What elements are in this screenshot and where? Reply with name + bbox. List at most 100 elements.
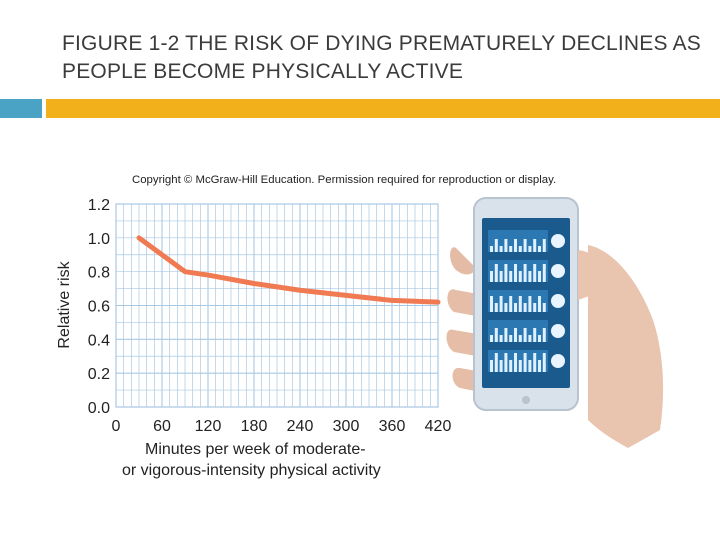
- activity-bar: [518, 360, 522, 372]
- finger-2: [446, 329, 478, 356]
- activity-bar: [499, 296, 503, 312]
- hand-overlap: [578, 250, 607, 300]
- activity-bar: [523, 303, 527, 312]
- phone-activity-row: [488, 350, 565, 372]
- x-axis-label-line: or vigorous-intensity physical activity: [122, 462, 381, 479]
- phone-activity-row: [488, 320, 565, 342]
- y-tick-label: 0.8: [88, 265, 110, 282]
- activity-bar: [518, 296, 522, 312]
- activity-bar: [538, 246, 541, 252]
- activity-bar: [514, 239, 517, 252]
- activity-bar: [504, 303, 508, 312]
- activity-chart-bg: [488, 350, 548, 372]
- activity-bar: [499, 271, 503, 282]
- activity-bar: [494, 303, 498, 312]
- activity-bar: [538, 360, 541, 372]
- x-tick-label: 0: [112, 418, 121, 435]
- activity-bar: [523, 239, 527, 252]
- activity-bar: [504, 239, 508, 252]
- activity-bar: [518, 335, 522, 342]
- x-tick-label: 180: [241, 418, 268, 435]
- y-tick-label: 1.0: [88, 231, 110, 248]
- y-tick-label: 0.2: [88, 366, 110, 383]
- activity-bar: [518, 271, 522, 282]
- footprints-icon: [551, 264, 565, 278]
- activity-bar: [514, 303, 517, 312]
- activity-bar: [514, 328, 517, 342]
- y-tick-label: 1.2: [88, 197, 110, 214]
- activity-bar: [509, 296, 513, 312]
- activity-bar: [504, 328, 508, 342]
- finger-1: [447, 289, 478, 316]
- activity-chart-bg: [488, 260, 548, 282]
- slide-title: FIGURE 1-2 THE RISK OF DYING PREMATURELY…: [62, 30, 702, 86]
- activity-bar: [494, 264, 498, 282]
- hand-palm: [588, 245, 664, 448]
- phone-activity-row: [488, 230, 565, 252]
- x-tick-label: 360: [379, 418, 406, 435]
- phone-in-hand-image: [446, 197, 664, 448]
- copyright-notice: Copyright © McGraw-Hill Education. Permi…: [132, 174, 557, 186]
- figure-run-icon: [551, 294, 565, 308]
- activity-chart-bg: [488, 290, 548, 312]
- accent-bar-gold: [46, 99, 720, 118]
- activity-bar: [542, 239, 546, 252]
- activity-bar: [518, 246, 522, 252]
- activity-bar: [494, 328, 498, 342]
- x-tick-label: 120: [195, 418, 222, 435]
- activity-bar: [528, 360, 532, 372]
- y-tick-label: 0.4: [88, 332, 110, 349]
- activity-bar: [533, 239, 537, 252]
- x-axis-label-line: Minutes per week of moderate-: [145, 441, 366, 458]
- x-tick-label: 60: [153, 418, 171, 435]
- activity-bar: [528, 246, 532, 252]
- activity-bar: [499, 246, 503, 252]
- x-tick-label: 240: [287, 418, 314, 435]
- activity-bar: [538, 296, 541, 312]
- figure-stretch-icon: [551, 234, 565, 248]
- x-tick-label: 300: [333, 418, 360, 435]
- x-axis-label: Minutes per week of moderate-or vigorous…: [122, 441, 381, 479]
- activity-bar: [514, 353, 517, 372]
- activity-bar: [528, 296, 532, 312]
- activity-bar: [499, 335, 503, 342]
- activity-bar: [528, 335, 532, 342]
- y-tick-label: 0.0: [88, 400, 110, 417]
- figure-arms-up-icon: [551, 354, 565, 368]
- activity-bar: [509, 360, 513, 372]
- risk-series-line: [136, 235, 441, 305]
- steps-count-icon: [551, 324, 565, 338]
- activity-bar: [523, 328, 527, 342]
- activity-bar: [542, 353, 546, 372]
- activity-bar: [542, 328, 546, 342]
- activity-bar: [499, 360, 503, 372]
- figure-number: FIGURE 1-2: [62, 32, 180, 55]
- activity-bar: [490, 296, 493, 312]
- thumb: [450, 247, 476, 275]
- activity-bar: [490, 271, 493, 282]
- activity-bar: [533, 353, 537, 372]
- x-tick-label: 420: [425, 418, 452, 435]
- activity-bar: [538, 271, 541, 282]
- accent-bar-blue: [0, 99, 42, 118]
- activity-chart-bg: [488, 320, 548, 342]
- activity-bar: [533, 303, 537, 312]
- activity-bar: [504, 264, 508, 282]
- activity-bar: [494, 239, 498, 252]
- phone-activity-row: [488, 260, 565, 282]
- chart-ticks: 0 60 120 180 240 300 360 420 0.0 0.2 0.4 0.6 0.8 1.0 1…: [88, 197, 452, 435]
- activity-bar: [528, 271, 532, 282]
- activity-bar: [490, 360, 493, 372]
- activity-bar: [542, 303, 546, 312]
- activity-bar: [490, 335, 493, 342]
- activity-bar: [523, 264, 527, 282]
- figure-title: THE RISK OF DYING PREMATURELY DECLINES A…: [62, 32, 701, 83]
- phone-activity-row: [488, 290, 565, 312]
- activity-bar: [494, 353, 498, 372]
- y-tick-label: 0.6: [88, 299, 110, 316]
- activity-bar: [514, 264, 517, 282]
- activity-bar: [509, 246, 513, 252]
- chart-grid: [115, 203, 439, 408]
- y-axis-label: Relative risk: [56, 260, 73, 348]
